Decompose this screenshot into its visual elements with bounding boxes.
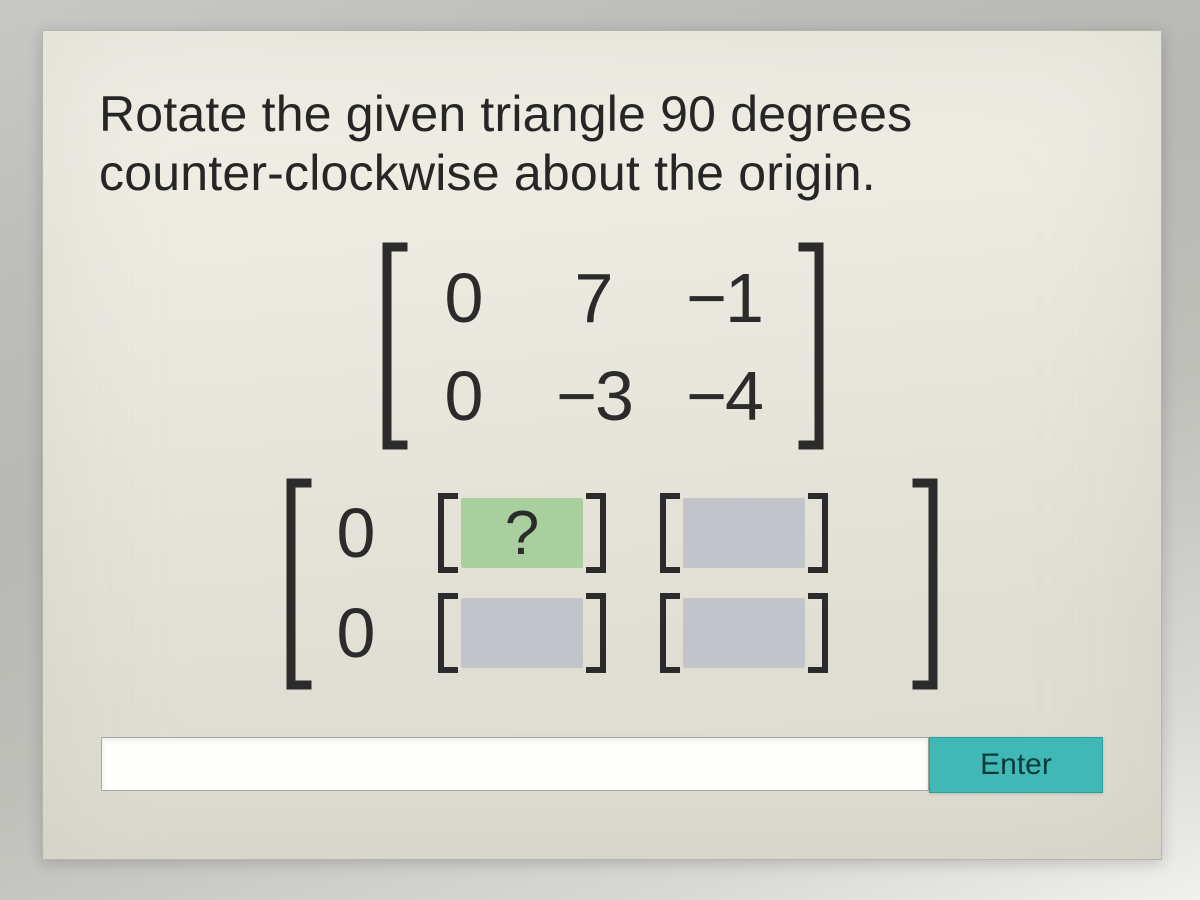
matrix2-cell-0-0: 0 — [301, 493, 411, 573]
matrix1-cell-0-0: 0 — [399, 258, 529, 338]
matrix1-cell-1-0: 0 — [399, 356, 529, 436]
enter-button[interactable]: Enter — [929, 737, 1103, 793]
matrix1-cell-0-2: −1 — [659, 258, 789, 338]
slot-bracket-right-icon — [583, 592, 609, 674]
question-line-1: Rotate the given triangle 90 degrees — [99, 86, 912, 142]
matrix1-row-0: 0 7 −1 — [399, 249, 805, 347]
matrix-input: 0 7 −1 0 −3 −4 — [399, 249, 805, 445]
answer-row: Enter — [101, 737, 1103, 793]
matrix1-cell-1-1: −3 — [529, 356, 659, 436]
matrix2-row-0: 0 ? — [301, 483, 921, 583]
question-text: Rotate the given triangle 90 degrees cou… — [99, 85, 912, 203]
question-panel: Rotate the given triangle 90 degrees cou… — [42, 30, 1162, 860]
matrix1-cell-0-1: 7 — [529, 258, 659, 338]
matrix2-row-1: 0 — [301, 583, 921, 683]
matrix1-cell-1-2: −4 — [659, 356, 789, 436]
slot-placeholder — [659, 592, 829, 674]
slot-placeholder — [437, 592, 607, 674]
matrix1-row-1: 0 −3 −4 — [399, 347, 805, 445]
answer-slot-1-2[interactable] — [659, 592, 829, 674]
answer-slot-0-1[interactable]: ? — [437, 492, 607, 574]
matrix-answer: 0 ? 0 — [301, 483, 921, 683]
slot-bracket-right-icon — [583, 492, 609, 574]
slot-bracket-right-icon — [805, 592, 831, 674]
matrix2-cell-1-0: 0 — [301, 593, 411, 673]
slot-placeholder — [659, 492, 829, 574]
question-line-2: counter-clockwise about the origin. — [99, 145, 876, 201]
answer-slot-1-1[interactable] — [437, 592, 607, 674]
slot-placeholder: ? — [437, 492, 607, 574]
answer-input[interactable] — [101, 737, 929, 791]
slot-bracket-right-icon — [805, 492, 831, 574]
answer-slot-0-2[interactable] — [659, 492, 829, 574]
